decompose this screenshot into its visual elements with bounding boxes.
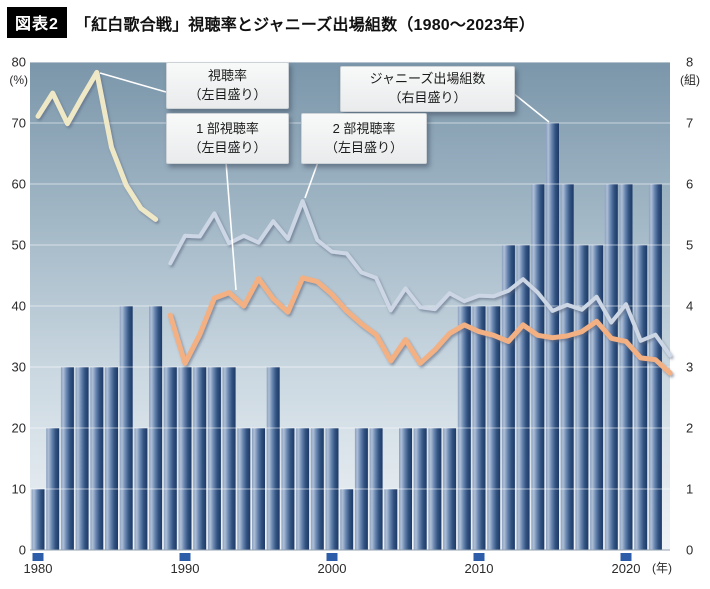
bar-1983: [75, 367, 89, 550]
x-label-1990: 1990: [171, 561, 200, 576]
y-right-label-6: 6: [686, 177, 693, 192]
x-label-2010: 2010: [465, 561, 494, 576]
y-right-label-1: 1: [686, 482, 693, 497]
callout-part1-rating-scale: （左目盛り）: [188, 139, 267, 155]
y-left-unit: (%): [9, 73, 28, 87]
line-part1-rating: [167, 275, 673, 376]
y-right-unit: (組): [680, 73, 700, 87]
callout-johnnys-count: ジャニーズ出場組数 （右目盛り）: [340, 66, 515, 112]
y-right-label-3: 3: [686, 360, 693, 375]
callout-johnnys-count-scale: （右目盛り）: [388, 90, 467, 105]
bar-1982: [60, 367, 74, 550]
bar-1996: [266, 367, 280, 550]
y-right-label-2: 2: [686, 421, 693, 436]
bar-1993: [222, 367, 236, 550]
y-right-label-8: 8: [686, 55, 693, 70]
y-left-label-50: 50: [12, 238, 26, 253]
x-label-2000: 2000: [318, 561, 347, 576]
y-left-label-0: 0: [19, 543, 26, 558]
callout-part1-rating: 1 部視聴率 （左目盛り）: [166, 113, 289, 164]
x-label-2020: 2020: [612, 561, 641, 576]
bar-2013: [516, 245, 530, 550]
figure-number-badge: 図表2: [7, 7, 67, 38]
callout-part1-rating-label: 1 部視聴率: [196, 120, 259, 136]
x-tick-1980: [32, 553, 44, 561]
bar-2021: [634, 245, 648, 550]
bar-1991: [193, 367, 207, 550]
callout-johnnys-count-label: ジャニーズ出場組数: [369, 71, 486, 87]
bar-1989: [163, 367, 177, 550]
bar-2001: [340, 489, 354, 550]
bar-1992: [207, 367, 221, 550]
callout-part2-rating-label: 2 部視聴率: [332, 120, 396, 136]
callout-overall-rating: 視聴率 （左目盛り）: [166, 62, 289, 109]
chart-title: 「紅白歌合戦」視聴率とジャニーズ出場組数（1980～2023年）: [74, 16, 535, 34]
chart-area: 80 70 60 50 40 30 20 10 0 (%) 8 7 6 5 4 3 2 1 0 (組) 1980 1990…: [0, 44, 710, 589]
leader-overall-rating: [99, 72, 167, 93]
callout-overall-rating-label: 視聴率: [207, 67, 247, 83]
chart-header: 図表2 「紅白歌合戦」視聴率とジャニーズ出場組数（1980～2023年）: [7, 7, 535, 38]
leader-part2-rating: [304, 161, 319, 199]
bar-2012: [501, 245, 515, 550]
callout-part2-rating: 2 部視聴率 （左目盛り）: [301, 113, 427, 164]
leader-part1-rating: [225, 161, 237, 291]
y-left-label-70: 70: [12, 116, 26, 131]
y-right-label-0: 0: [686, 543, 693, 558]
y-right-label-5: 5: [686, 238, 693, 253]
line-part2-rating: [168, 199, 673, 358]
y-left-label-60: 60: [12, 177, 26, 192]
x-tick-2020: [620, 553, 632, 561]
x-tick-1990: [179, 553, 191, 561]
callout-overall-rating-scale: （左目盛り）: [188, 86, 267, 102]
x-axis-unit: (年): [652, 561, 672, 575]
y-right-label-4: 4: [686, 299, 693, 314]
callout-part2-rating-scale: （左目盛り）: [324, 139, 403, 155]
bar-2017: [575, 245, 589, 550]
bar-1990: [178, 367, 192, 550]
x-tick-2000: [326, 553, 338, 561]
bar-2018: [590, 245, 604, 550]
x-label-1980: 1980: [24, 561, 53, 576]
y-left-label-10: 10: [12, 482, 26, 497]
y-left-label-80: 80: [12, 55, 26, 70]
bar-1985: [105, 367, 118, 550]
bar-1984: [90, 367, 104, 550]
bar-2004: [384, 489, 398, 550]
x-tick-2010: [473, 553, 485, 561]
y-left-label-40: 40: [12, 299, 26, 314]
line-overall-rating: [35, 69, 159, 222]
y-left-label-20: 20: [12, 421, 26, 436]
bar-1980: [31, 489, 45, 550]
y-left-label-30: 30: [12, 360, 26, 375]
y-right-label-7: 7: [686, 116, 693, 131]
